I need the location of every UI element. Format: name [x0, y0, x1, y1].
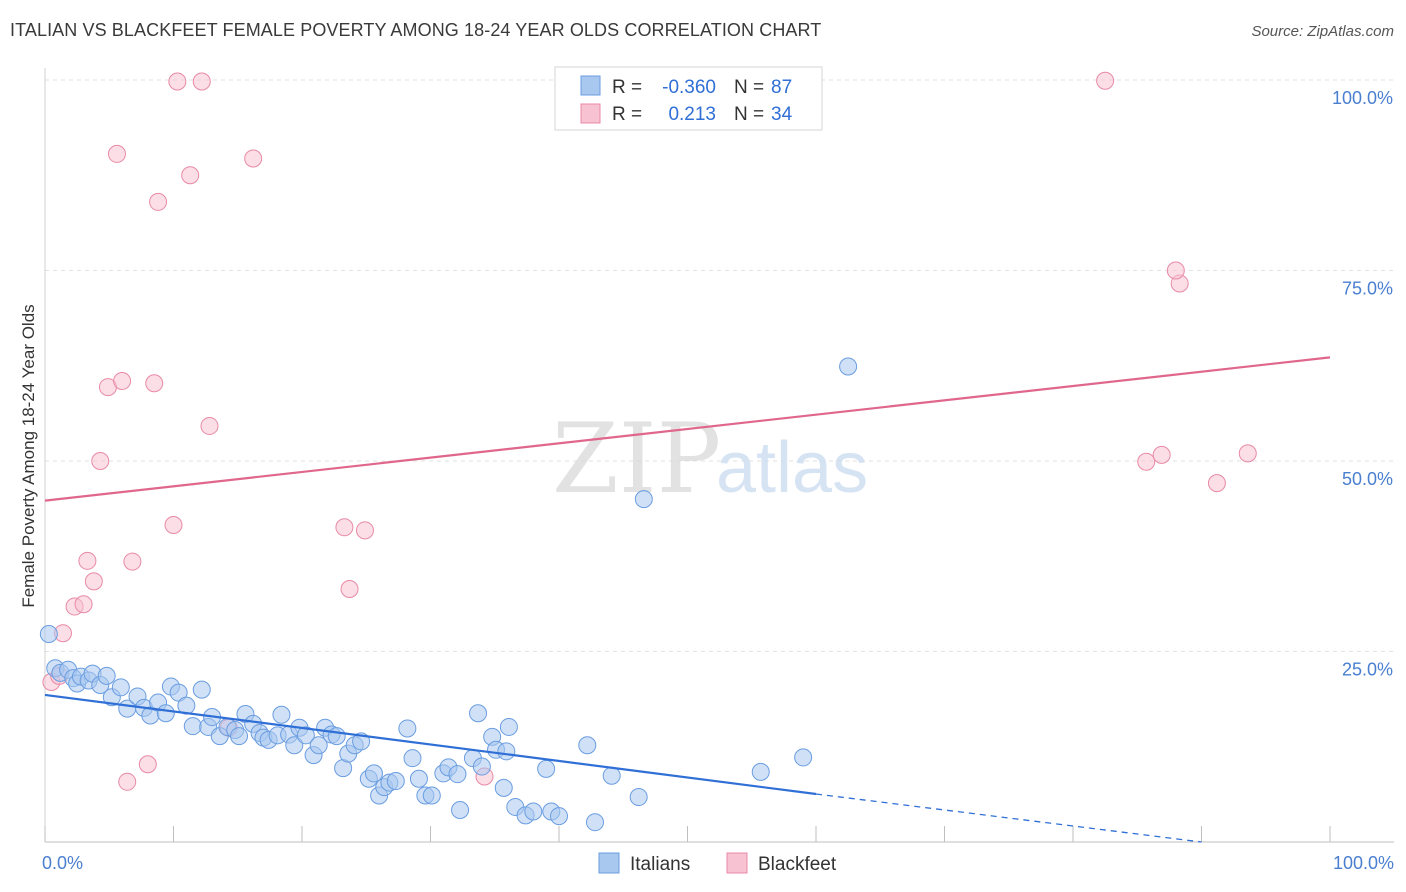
- italians-point-0: [39, 624, 58, 643]
- watermark-atlas: atlas: [716, 428, 868, 508]
- stats-n-blackfeet: 34: [771, 104, 793, 125]
- italians-point-84: [751, 762, 770, 781]
- source-credit: Source: ZipAtlas.com: [1251, 23, 1394, 40]
- blackfeet-point-23: [335, 518, 354, 537]
- blackfeet-point-14: [145, 374, 164, 393]
- italians-point-29: [230, 727, 249, 746]
- blackfeet-point-17: [168, 72, 187, 91]
- italians-point-40: [296, 726, 315, 745]
- italians-point-83: [634, 490, 653, 509]
- blackfeet-point-20: [200, 416, 219, 435]
- italians-point-85: [794, 748, 813, 767]
- italians-point-67: [472, 757, 491, 776]
- italians-point-45: [327, 727, 346, 746]
- stats-box: R = -0.360 N = 87 R = 0.213 N = 34: [554, 66, 823, 131]
- italians-point-23: [192, 680, 211, 699]
- blackfeet-point-11: [118, 772, 137, 791]
- legend-swatch-italians: [598, 852, 620, 874]
- blackfeet-point-16: [164, 516, 183, 535]
- stats-n-label-italians: N =: [734, 77, 764, 98]
- y-tick-label-3: 100.0%: [1332, 88, 1393, 108]
- blackfeet-point-10: [113, 371, 132, 390]
- italians-point-81: [629, 788, 648, 807]
- italians-point-55: [386, 772, 405, 791]
- italians-point-75: [537, 759, 556, 778]
- italians-point-66: [469, 704, 488, 723]
- x-tick-label-min: 0.0%: [42, 853, 83, 873]
- y-tick-label-2: 75.0%: [1342, 279, 1393, 299]
- axes: [44, 68, 1394, 843]
- blackfeet-point-19: [192, 72, 211, 91]
- blackfeet-point-32: [1238, 444, 1257, 463]
- blackfeet-point-6: [84, 572, 103, 591]
- blackfeet-point-25: [355, 521, 374, 540]
- blackfeet-point-27: [1096, 71, 1115, 90]
- italians-point-12: [111, 678, 130, 697]
- italians-point-58: [409, 769, 428, 788]
- italians-point-64: [451, 800, 470, 819]
- blackfeet-point-7: [91, 452, 110, 470]
- series-italians-points: [39, 357, 858, 832]
- x-tick-label-max: 100.0%: [1333, 853, 1394, 873]
- italians-point-56: [398, 719, 417, 738]
- blackfeet-point-4: [74, 595, 93, 614]
- stats-r-italians: -0.360: [662, 77, 716, 98]
- italians-point-38: [285, 736, 304, 755]
- blackfeet-point-31: [1207, 474, 1226, 493]
- blackfeet-point-18: [181, 166, 200, 185]
- italians-point-63: [448, 765, 467, 784]
- stats-r-label-blackfeet: R =: [612, 104, 642, 125]
- blackfeet-point-24: [340, 580, 359, 599]
- stats-swatch-blackfeet: [580, 103, 601, 124]
- legend-label-blackfeet: Blackfeet: [758, 854, 837, 875]
- blackfeet-point-22: [244, 149, 263, 168]
- blackfeet-point-33: [1166, 261, 1185, 280]
- italians-point-10: [97, 666, 116, 685]
- italians-point-51: [364, 764, 383, 783]
- stats-n-label-blackfeet: N =: [734, 104, 764, 125]
- stats-r-blackfeet: 0.213: [668, 104, 716, 125]
- y-axis-label: Female Poverty Among 18-24 Year Olds: [19, 304, 38, 607]
- italians-point-60: [422, 786, 441, 805]
- italians-point-71: [499, 717, 518, 736]
- blackfeet-point-13: [138, 755, 157, 774]
- y-tick-label-1: 50.0%: [1342, 469, 1393, 489]
- italians-trend-line: [44, 693, 817, 796]
- y-tick-label-0: 25.0%: [1342, 660, 1393, 680]
- blackfeet-point-29: [1152, 445, 1171, 464]
- italians-point-80: [602, 766, 621, 785]
- blackfeet-point-28: [1137, 452, 1156, 471]
- italians-point-42: [309, 736, 328, 755]
- stats-n-italians: 87: [771, 77, 792, 98]
- stats-swatch-italians: [580, 75, 601, 96]
- blackfeet-trend-line: [44, 356, 1331, 502]
- blackfeet-point-9: [107, 144, 126, 163]
- italians-point-22: [183, 717, 202, 736]
- italians-point-86: [494, 778, 513, 797]
- blackfeet-point-12: [123, 552, 142, 571]
- y-tick-labels: 25.0% 50.0% 75.0% 100.0%: [1332, 88, 1393, 680]
- trend-lines: [44, 356, 1331, 843]
- italians-point-82: [839, 357, 858, 376]
- stats-r-label-italians: R =: [612, 77, 642, 98]
- italians-point-57: [403, 749, 422, 768]
- x-ticks: [44, 826, 1331, 842]
- italians-point-79: [578, 736, 597, 755]
- italians-point-74: [524, 802, 543, 821]
- italians-point-36: [272, 705, 291, 724]
- chart-title: ITALIAN VS BLACKFEET FEMALE POVERTY AMON…: [10, 20, 822, 40]
- italians-point-78: [585, 813, 604, 832]
- italians-point-70: [497, 742, 516, 761]
- italians-point-18: [156, 704, 175, 723]
- legend: Italians Blackfeet: [598, 852, 837, 875]
- blackfeet-point-5: [78, 551, 97, 570]
- blackfeet-point-15: [149, 192, 168, 211]
- legend-swatch-blackfeet: [726, 852, 748, 874]
- italians-trend-extension: [815, 793, 1202, 843]
- legend-label-italians: Italians: [630, 854, 690, 875]
- grid-lines: [45, 79, 1394, 652]
- italians-point-77: [550, 807, 568, 826]
